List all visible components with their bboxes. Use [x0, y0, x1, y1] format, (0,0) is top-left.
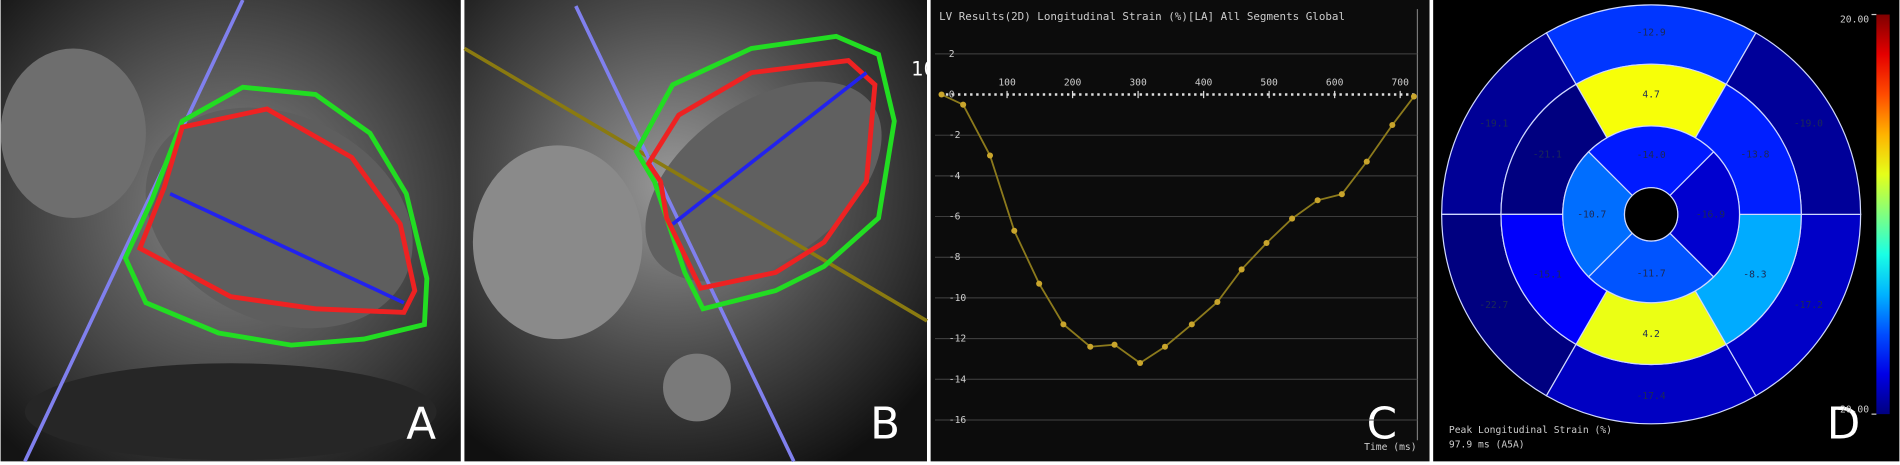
y-tick-label: -16: [949, 415, 967, 426]
data-point: [1410, 93, 1417, 100]
panel-b: 10 B: [463, 0, 936, 463]
data-point: [1389, 121, 1396, 129]
epicardial-contour: [633, 33, 897, 312]
data-point: [986, 152, 994, 159]
data-point: [1263, 239, 1270, 247]
endocardial-contour: [136, 106, 418, 315]
anatomy: [24, 363, 437, 461]
segment-label: -21.1: [1533, 149, 1562, 160]
panel-d: Peak Longitudinal Strain (%) 97.9 ms (A5…: [1433, 0, 1900, 462]
anatomy: [645, 81, 882, 282]
y-tick-label: 2: [949, 49, 955, 60]
panel-label: D: [1827, 399, 1861, 449]
y-tick-label: -2: [949, 130, 961, 141]
plane-line: [574, 5, 796, 463]
endocardial-contour: [645, 58, 878, 291]
segment-label: -15.1: [1533, 269, 1562, 280]
panel-label: B: [870, 399, 900, 449]
segment-label: -8.3: [1743, 269, 1766, 280]
center-hole: [1623, 187, 1679, 242]
data-point: [1060, 321, 1067, 328]
long-axis: [169, 192, 405, 305]
data-point: [1188, 321, 1195, 328]
segment-label: -19.1: [1479, 119, 1508, 130]
data-point: [1087, 343, 1094, 350]
segment-label: -17.2: [1794, 300, 1823, 311]
series-line: [941, 93, 1415, 365]
panel-a: A: [0, 0, 461, 463]
anatomy: [145, 107, 413, 329]
y-tick-label: -14: [949, 374, 967, 385]
x-tick-label: 500: [1260, 77, 1278, 88]
x-tick-label: 700: [1391, 77, 1409, 88]
epicardial-contour: [122, 84, 430, 348]
data-point: [1011, 227, 1018, 234]
data-point: [960, 101, 967, 108]
x-tick-label: 100: [998, 77, 1016, 88]
annotation: Peak Longitudinal Strain (%): [1449, 425, 1612, 436]
anatomy: [0, 48, 146, 218]
x-tick-label: 600: [1326, 77, 1344, 88]
colorbar-label: 20.00: [1840, 14, 1869, 25]
y-tick-label: -10: [949, 293, 967, 304]
y-tick-label: -4: [949, 171, 961, 182]
segment-label: 4.2: [1642, 329, 1659, 340]
panel-label: C: [1367, 399, 1397, 449]
data-point: [1161, 343, 1168, 350]
segment-label: 4.7: [1642, 89, 1660, 100]
x-tick-label: 400: [1195, 77, 1213, 88]
segment-label: -11.7: [1637, 269, 1666, 280]
segment-label: -10.7: [1577, 209, 1606, 220]
segment-label: -22.7: [1479, 300, 1508, 311]
y-tick-label: -8: [949, 252, 961, 263]
x-tick-label: 300: [1129, 77, 1147, 88]
segment-label: -14.0: [1637, 150, 1666, 161]
data-point: [1111, 341, 1118, 348]
data-point: [1137, 359, 1144, 367]
data-point: [1238, 266, 1245, 273]
colorbar: [1876, 14, 1890, 415]
anatomy: [663, 353, 731, 422]
segment-label: -19.0: [1794, 119, 1823, 130]
plane-line: [23, 0, 245, 463]
segment-label: -13.8: [1740, 149, 1769, 160]
colorbar-label: -20.00: [1834, 404, 1869, 415]
panel-c: LV Results(2D) Longitudinal Strain (%)[L…: [930, 0, 1430, 462]
plane-line: [463, 46, 928, 323]
panel-label: A: [406, 399, 436, 449]
data-point: [1338, 191, 1345, 198]
y-tick-label: -12: [949, 334, 966, 345]
segment-label: -12.9: [1637, 28, 1666, 39]
y-tick-label: 0: [949, 90, 955, 101]
data-point: [1314, 197, 1321, 204]
data-point: [1363, 158, 1370, 165]
data-point: [1036, 280, 1043, 287]
overlay-text: 10: [911, 58, 936, 81]
segment-label: -17.4: [1637, 391, 1666, 402]
segment-label: -16.9: [1696, 209, 1725, 220]
data-point: [938, 91, 945, 98]
x-axis-label: Time (ms): [1364, 442, 1416, 453]
annotation: 97.9 ms (A5A): [1449, 439, 1525, 450]
anatomy: [472, 145, 643, 340]
x-tick-label: 200: [1064, 77, 1082, 88]
long-axis: [671, 71, 868, 226]
chart-background: [930, 0, 1430, 462]
y-tick-label: -6: [949, 212, 961, 223]
data-point: [1214, 298, 1221, 306]
chart-title: LV Results(2D) Longitudinal Strain (%)[L…: [939, 10, 1345, 23]
data-point: [1289, 215, 1296, 222]
